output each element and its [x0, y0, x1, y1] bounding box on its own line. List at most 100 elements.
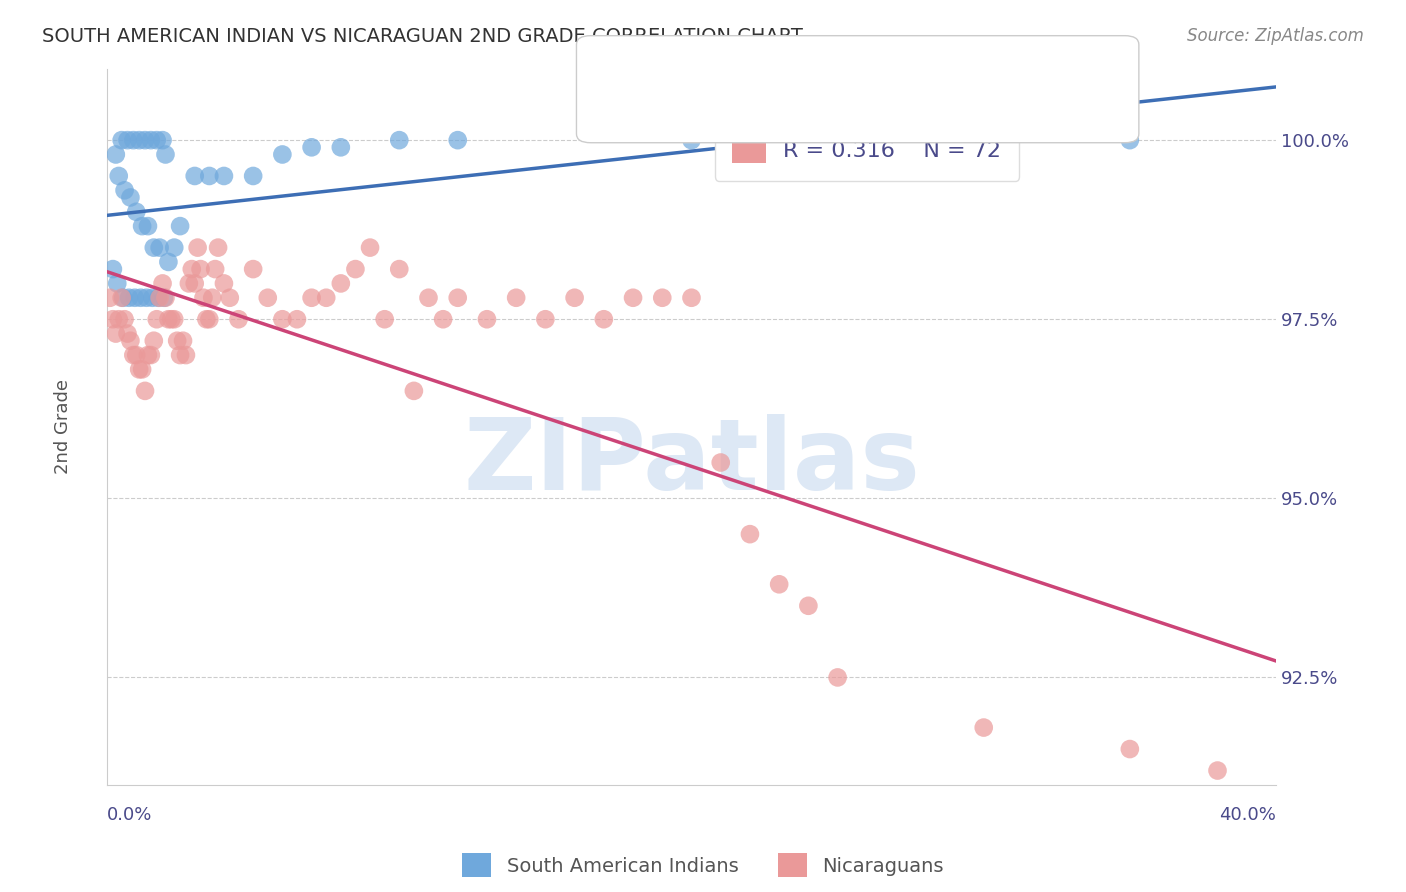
South American Indians — [198, 169, 221, 183]
Nicaraguans — [534, 312, 557, 326]
Nicaraguans — [374, 312, 396, 326]
Nicaraguans — [201, 291, 224, 305]
Nicaraguans — [218, 291, 240, 305]
Nicaraguans — [107, 312, 129, 326]
South American Indians — [114, 183, 136, 197]
Nicaraguans — [149, 291, 172, 305]
Nicaraguans — [145, 312, 167, 326]
Nicaraguans — [128, 362, 150, 376]
Nicaraguans — [681, 291, 703, 305]
Nicaraguans — [111, 291, 134, 305]
Nicaraguans — [134, 384, 156, 398]
Nicaraguans — [177, 277, 200, 291]
South American Indians — [117, 133, 139, 147]
Nicaraguans — [329, 277, 352, 291]
South American Indians — [169, 219, 191, 233]
Nicaraguans — [195, 312, 218, 326]
South American Indians — [112, 291, 135, 305]
Nicaraguans — [155, 291, 177, 305]
Nicaraguans — [242, 262, 264, 277]
Nicaraguans — [973, 721, 995, 735]
South American Indians — [104, 147, 127, 161]
South American Indians — [142, 241, 165, 255]
Nicaraguans — [256, 291, 278, 305]
South American Indians — [124, 291, 146, 305]
South American Indians — [125, 204, 148, 219]
Nicaraguans — [505, 291, 527, 305]
Nicaraguans — [418, 291, 440, 305]
South American Indians — [149, 241, 172, 255]
Nicaraguans — [114, 312, 136, 326]
South American Indians — [118, 291, 141, 305]
South American Indians — [242, 169, 264, 183]
Nicaraguans — [207, 241, 229, 255]
South American Indians — [183, 169, 205, 183]
Nicaraguans — [157, 312, 180, 326]
Nicaraguans — [160, 312, 183, 326]
Legend: South American Indians, Nicaraguans: South American Indians, Nicaraguans — [454, 846, 952, 885]
Nicaraguans — [98, 291, 121, 305]
Nicaraguans — [447, 291, 470, 305]
Text: ZIPatlas: ZIPatlas — [463, 414, 920, 511]
South American Indians — [157, 255, 180, 269]
Text: 2nd Grade: 2nd Grade — [55, 379, 72, 475]
South American Indians — [120, 190, 142, 204]
Text: 0.0%: 0.0% — [107, 806, 152, 824]
South American Indians — [105, 277, 128, 291]
South American Indians — [107, 169, 129, 183]
Nicaraguans — [172, 334, 194, 348]
Nicaraguans — [104, 326, 127, 341]
South American Indians — [101, 262, 124, 277]
South American Indians — [134, 133, 156, 147]
Nicaraguans — [432, 312, 454, 326]
Nicaraguans — [1119, 742, 1142, 756]
Text: Source: ZipAtlas.com: Source: ZipAtlas.com — [1187, 27, 1364, 45]
Nicaraguans — [190, 262, 212, 277]
Nicaraguans — [125, 348, 148, 362]
Nicaraguans — [285, 312, 308, 326]
South American Indians — [111, 133, 134, 147]
South American Indians — [681, 133, 703, 147]
South American Indians — [131, 219, 153, 233]
Nicaraguans — [139, 348, 162, 362]
Nicaraguans — [142, 334, 165, 348]
South American Indians — [155, 147, 177, 161]
Nicaraguans — [101, 312, 124, 326]
South American Indians — [163, 241, 186, 255]
South American Indians — [128, 133, 150, 147]
South American Indians — [135, 291, 157, 305]
South American Indians — [122, 133, 145, 147]
Nicaraguans — [152, 277, 174, 291]
Nicaraguans — [136, 348, 159, 362]
Nicaraguans — [388, 262, 411, 277]
South American Indians — [136, 219, 159, 233]
Nicaraguans — [117, 326, 139, 341]
Nicaraguans — [166, 334, 188, 348]
Nicaraguans — [174, 348, 197, 362]
Nicaraguans — [198, 312, 221, 326]
South American Indians — [212, 169, 235, 183]
Legend: R = 0.538    N = 43, R = 0.316    N = 72: R = 0.538 N = 43, R = 0.316 N = 72 — [714, 79, 1019, 180]
Nicaraguans — [475, 312, 498, 326]
South American Indians — [145, 133, 167, 147]
Nicaraguans — [204, 262, 226, 277]
South American Indians — [973, 133, 995, 147]
Nicaraguans — [131, 362, 153, 376]
Nicaraguans — [163, 312, 186, 326]
Nicaraguans — [710, 456, 733, 470]
South American Indians — [329, 140, 352, 154]
Nicaraguans — [120, 334, 142, 348]
Nicaraguans — [768, 577, 790, 591]
Nicaraguans — [827, 670, 849, 684]
Nicaraguans — [621, 291, 644, 305]
Nicaraguans — [359, 241, 381, 255]
Nicaraguans — [592, 312, 614, 326]
Nicaraguans — [344, 262, 367, 277]
Nicaraguans — [301, 291, 323, 305]
Text: 40.0%: 40.0% — [1219, 806, 1277, 824]
Nicaraguans — [180, 262, 202, 277]
Nicaraguans — [564, 291, 586, 305]
Nicaraguans — [193, 291, 215, 305]
Text: SOUTH AMERICAN INDIAN VS NICARAGUAN 2ND GRADE CORRELATION CHART: SOUTH AMERICAN INDIAN VS NICARAGUAN 2ND … — [42, 27, 803, 45]
South American Indians — [388, 133, 411, 147]
